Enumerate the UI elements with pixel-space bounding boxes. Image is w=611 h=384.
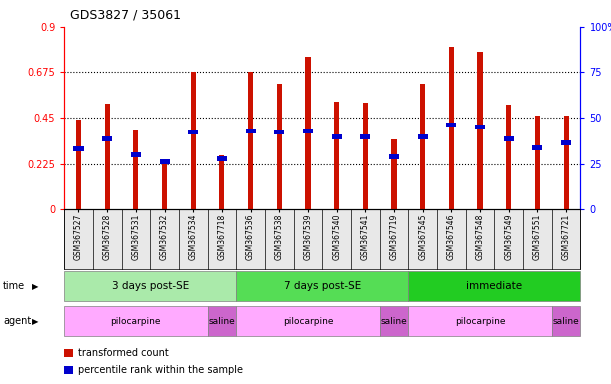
Text: transformed count: transformed count xyxy=(78,348,169,358)
Bar xyxy=(418,134,428,139)
Bar xyxy=(475,125,485,129)
Bar xyxy=(447,123,456,127)
Bar xyxy=(76,120,81,209)
Bar xyxy=(277,84,282,209)
Text: percentile rank within the sample: percentile rank within the sample xyxy=(78,365,243,375)
Text: agent: agent xyxy=(3,316,31,326)
Text: ▶: ▶ xyxy=(32,282,38,291)
Text: pilocarpine: pilocarpine xyxy=(455,316,505,326)
Text: ▶: ▶ xyxy=(32,316,38,326)
Text: 3 days post-SE: 3 days post-SE xyxy=(112,281,189,291)
Bar xyxy=(159,159,170,164)
Text: pilocarpine: pilocarpine xyxy=(111,316,161,326)
Bar xyxy=(248,73,253,209)
Bar xyxy=(131,152,141,157)
Bar xyxy=(561,140,571,145)
Bar xyxy=(360,134,370,139)
Text: pilocarpine: pilocarpine xyxy=(283,316,333,326)
Text: saline: saline xyxy=(553,316,579,326)
Bar xyxy=(73,146,84,151)
Bar xyxy=(162,159,167,209)
Bar xyxy=(191,73,196,209)
Text: GDS3827 / 35061: GDS3827 / 35061 xyxy=(70,8,181,21)
Text: 7 days post-SE: 7 days post-SE xyxy=(284,281,361,291)
Bar xyxy=(332,134,342,139)
Bar xyxy=(477,52,483,209)
Text: immediate: immediate xyxy=(466,281,522,291)
Bar xyxy=(133,130,139,209)
Bar xyxy=(334,102,339,209)
Bar xyxy=(420,84,425,209)
Bar xyxy=(503,136,514,141)
Bar xyxy=(306,57,310,209)
Bar xyxy=(246,129,255,134)
Text: saline: saline xyxy=(381,316,408,326)
Text: time: time xyxy=(3,281,25,291)
Bar xyxy=(392,139,397,209)
Bar xyxy=(389,154,399,159)
Bar xyxy=(274,130,284,134)
Bar xyxy=(104,104,110,209)
Bar xyxy=(563,116,569,209)
Text: saline: saline xyxy=(208,316,235,326)
Bar xyxy=(188,130,198,134)
Bar xyxy=(217,156,227,161)
Bar xyxy=(535,116,540,209)
Bar xyxy=(449,47,454,209)
Bar xyxy=(506,105,511,209)
Bar xyxy=(303,129,313,134)
Bar xyxy=(363,103,368,209)
Bar xyxy=(102,136,112,141)
Bar xyxy=(219,155,224,209)
Bar xyxy=(532,145,543,150)
